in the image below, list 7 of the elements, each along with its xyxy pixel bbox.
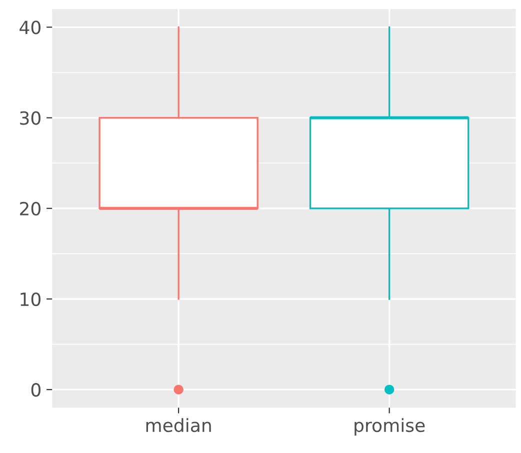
y-tick-label: 30 (20, 111, 40, 125)
y-tick-label: 0 (31, 383, 40, 397)
x-tick-label: promise (354, 418, 425, 436)
y-tick-label: 10 (20, 292, 40, 306)
y-tick-label: 20 (20, 202, 40, 216)
y-tick-label: 40 (20, 20, 40, 34)
x-tick-label: median (146, 418, 211, 432)
